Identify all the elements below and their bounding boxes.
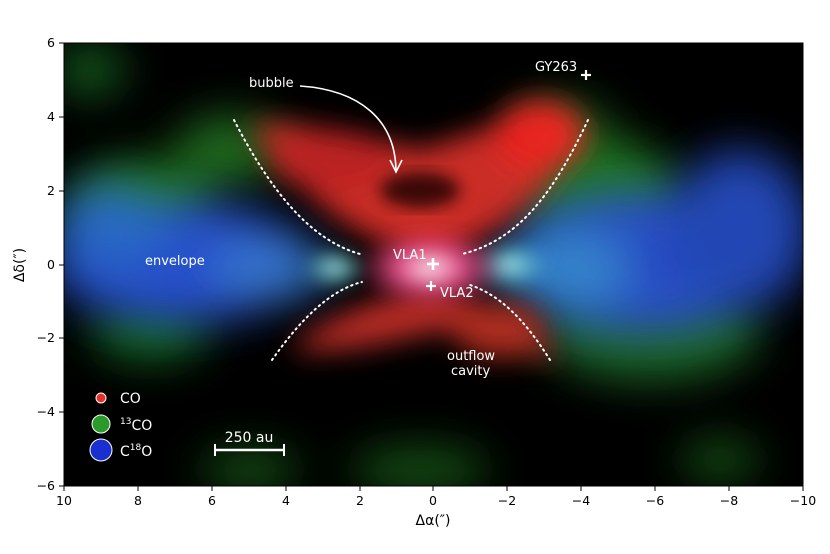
- gy263-marker: [581, 70, 591, 80]
- c18o-pre: C: [120, 444, 130, 460]
- central-core: [355, 228, 505, 308]
- co13-legend-swatch: [91, 414, 111, 434]
- outflow-label: outflow: [447, 349, 495, 364]
- c18o-sup: 18: [130, 443, 142, 453]
- x-axis-label: Δα(″): [416, 513, 451, 529]
- y-tick-label: −6: [37, 478, 55, 493]
- vla1-marker: [427, 258, 439, 270]
- x-tick-label: 10: [56, 493, 72, 508]
- x-axis: 10 8 6 4 2 0 −2 −4 −6 −8 −10 Δα(″): [56, 486, 816, 529]
- vla2-label: VLA2: [440, 286, 474, 301]
- co-legend-label: CO: [120, 391, 141, 407]
- co-legend-swatch: [95, 392, 107, 404]
- x-tick-label: −8: [720, 493, 738, 508]
- x-tick-label: −2: [498, 493, 516, 508]
- co13-sup: 13: [120, 417, 131, 427]
- y-tick-label: 0: [47, 257, 55, 272]
- envelope-label: envelope: [145, 254, 205, 269]
- cavity-outlines: [233, 119, 589, 361]
- bubble-arrowhead: [389, 159, 403, 174]
- x-tick-label: −4: [572, 493, 590, 508]
- y-axis: 6 4 2 0 −2 −4 −6 Δδ(″): [12, 35, 64, 493]
- legend: CO 13CO C18O: [89, 391, 152, 462]
- x-tick-label: −10: [790, 493, 816, 508]
- bubble-cavity: [380, 172, 460, 208]
- vla2-marker: [426, 281, 436, 291]
- c18o-legend-swatch: [89, 438, 113, 462]
- image-panel: bubble envelope VLA1 VLA2 GY263 outflow …: [64, 43, 803, 486]
- scale-bar-label: 250 au: [225, 430, 274, 446]
- x-tick-label: 6: [208, 493, 216, 508]
- co13-legend-label: 13CO: [120, 417, 152, 434]
- scale-bar: 250 au: [214, 430, 285, 456]
- x-tick-label: 4: [282, 493, 290, 508]
- vla1-label: VLA1: [393, 248, 427, 263]
- cavity-label: cavity: [451, 364, 491, 379]
- y-axis-label: Δδ(″): [12, 248, 28, 282]
- y-tick-label: −4: [37, 404, 55, 419]
- x-tick-label: −6: [646, 493, 664, 508]
- y-tick-label: 2: [47, 183, 55, 198]
- y-tick-label: 4: [47, 109, 55, 124]
- inner-envelope-east: [300, 246, 370, 290]
- y-tick-label: 6: [47, 35, 55, 50]
- co13-main: CO: [131, 418, 152, 434]
- x-tick-label: 0: [429, 493, 437, 508]
- c18o-legend-label: C18O: [120, 443, 152, 460]
- y-tick-label: −2: [37, 330, 55, 345]
- x-tick-label: 2: [356, 493, 364, 508]
- c18o-emission: [64, 150, 803, 332]
- bubble-label: bubble: [249, 76, 294, 91]
- bubble-arrow: [299, 85, 397, 171]
- c18o-post: O: [141, 444, 152, 460]
- gy263-label: GY263: [535, 60, 577, 75]
- x-tick-label: 8: [134, 493, 142, 508]
